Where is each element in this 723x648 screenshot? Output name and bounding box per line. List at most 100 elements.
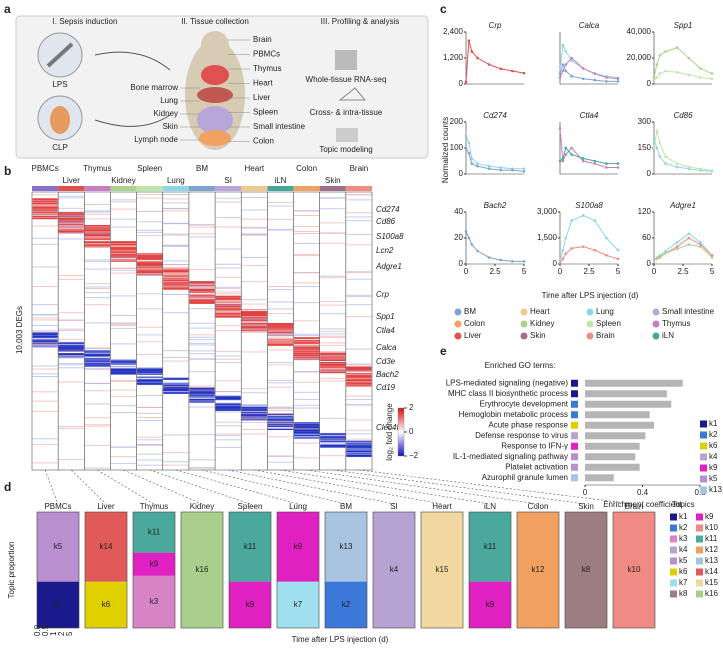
heat-cell <box>84 242 110 244</box>
heat-cell <box>110 260 137 262</box>
heat-cell <box>346 369 372 371</box>
heat-cell <box>110 244 137 247</box>
heat-cell <box>58 348 84 350</box>
category-swatch <box>571 411 578 419</box>
heat-cell <box>189 393 215 395</box>
topic-label: k12 <box>532 565 545 574</box>
step-title: I. Sepsis induction <box>53 17 118 26</box>
heat-cell <box>267 349 294 351</box>
x-axis-title: Time after LPS injection (d) <box>542 291 639 300</box>
heat-cell <box>320 417 346 419</box>
heat-cell <box>58 350 84 352</box>
heat-cell <box>294 436 320 438</box>
heat-cell <box>32 330 58 332</box>
heat-cell <box>84 204 110 206</box>
category-label: Platelet activation <box>505 462 568 471</box>
heat-cell <box>110 268 137 270</box>
heat-cell <box>320 275 346 277</box>
tissue-bar <box>241 186 268 191</box>
heat-cell <box>137 379 163 382</box>
point <box>605 236 608 240</box>
heat-cell <box>215 295 241 297</box>
point <box>710 72 714 75</box>
heat-cell <box>32 342 58 344</box>
heat-cell <box>110 314 137 316</box>
heat-cell <box>32 319 58 321</box>
tissue-bar <box>188 186 216 191</box>
y-tick-label: 0 <box>459 259 464 268</box>
heat-cell <box>267 415 294 417</box>
y-tick-label: 200 <box>450 117 464 126</box>
y-tick-label: 100 <box>450 143 464 152</box>
topic-label: k4 <box>390 565 399 574</box>
heat-cell <box>241 413 267 415</box>
heat-cell <box>267 330 294 333</box>
heat-cell <box>241 226 267 228</box>
heat-cell <box>84 227 110 229</box>
point <box>561 43 565 47</box>
heat-cell <box>215 296 241 298</box>
heat-cell <box>346 375 372 377</box>
organ-label: Colon <box>253 137 274 146</box>
heat-cell <box>84 230 110 232</box>
legend-swatch <box>670 579 677 587</box>
category-label: IL-1-mediated signaling pathway <box>453 452 568 461</box>
heat-cell <box>163 271 189 273</box>
legend-title: Topics <box>672 500 695 509</box>
heat-cell <box>110 456 137 458</box>
heat-cell <box>163 245 189 247</box>
heat-cell <box>294 356 320 358</box>
heat-cell <box>189 350 215 352</box>
organ-label: PBMCs <box>253 50 280 59</box>
heat-cell <box>163 461 189 463</box>
heat-cell <box>267 340 294 342</box>
cross-icon <box>338 87 367 101</box>
heat-cell <box>137 255 163 257</box>
point <box>561 257 565 261</box>
heat-cell <box>267 332 294 334</box>
heat-cell <box>110 226 137 228</box>
heat-cell <box>58 212 84 215</box>
heat-cell <box>32 343 58 345</box>
point <box>675 71 679 74</box>
heat-cell <box>241 412 267 414</box>
heat-cell <box>320 444 346 446</box>
heat-cell <box>58 195 84 197</box>
heat-cell <box>110 372 137 374</box>
organ-label: Brain <box>253 35 272 44</box>
heat-cell <box>267 386 294 388</box>
heat-cell <box>320 197 346 199</box>
heat-cell <box>163 202 189 204</box>
heat-cell <box>58 330 84 332</box>
subplot-title: Cd86 <box>673 111 693 120</box>
heat-cell <box>189 400 215 402</box>
heat-cell <box>346 455 372 457</box>
heat-cell <box>320 436 346 438</box>
heat-cell <box>267 328 294 330</box>
heat-cell <box>163 382 189 384</box>
heat-cell <box>320 371 346 373</box>
heat-cell <box>215 298 241 301</box>
heat-cell <box>215 405 241 407</box>
organ-label: Liver <box>253 93 271 102</box>
heat-cell <box>163 269 189 271</box>
heat-cell <box>32 207 58 209</box>
heat-cell <box>84 354 110 356</box>
point <box>511 260 514 263</box>
legend-label: Thymus <box>662 319 690 328</box>
heat-cell <box>163 268 189 270</box>
heat-cell <box>346 450 372 452</box>
line <box>559 246 619 264</box>
heat-cell <box>346 244 372 246</box>
heat-cell <box>215 325 241 327</box>
heat-cell <box>241 326 267 328</box>
tissue-bar <box>267 186 294 191</box>
heat-cell <box>163 278 189 280</box>
heat-cell <box>241 303 267 305</box>
heat-cell <box>58 319 84 321</box>
syringe <box>46 42 74 68</box>
tissue-bar <box>58 186 85 191</box>
heat-cell <box>267 344 294 347</box>
heat-cell <box>110 253 137 255</box>
heat-cell <box>241 422 267 424</box>
